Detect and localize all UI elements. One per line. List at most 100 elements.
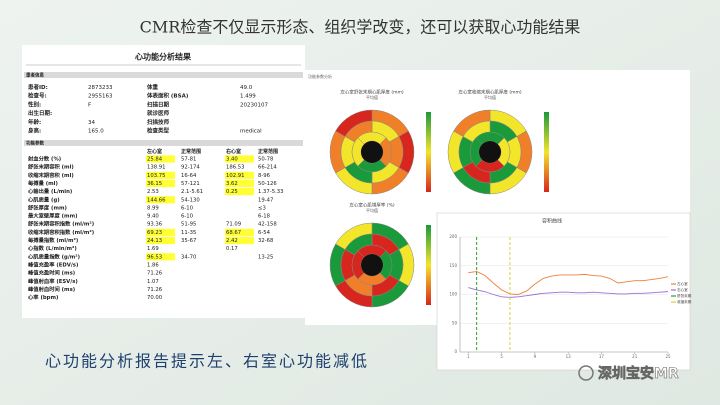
parameter-value: 0.25 — [226, 189, 238, 195]
section-bar — [24, 140, 303, 146]
parameter-value: 1.86 — [147, 262, 159, 268]
highlight — [146, 196, 175, 204]
parameter-value: 71.26 — [147, 271, 163, 277]
patient-cell: F — [88, 102, 91, 108]
parameter-label: 峰值射血率 (ESV/s) — [28, 277, 78, 285]
x-tick-label: 17 — [599, 354, 605, 359]
parameter-value: 2.42 — [226, 238, 238, 244]
parameter-label: 收缩末期容积 (ml) — [28, 171, 74, 179]
y-tick-label: 100 — [449, 292, 457, 297]
parameter-value: 35-67 — [181, 238, 196, 244]
parameter-label: 舒张末期容积指数 (ml/m²) — [28, 220, 94, 228]
patient-cell: 患者ID: — [28, 83, 48, 91]
slide-title: CMR检查不仅显示形态、组织学改变，还可以获取心功能结果 — [140, 18, 581, 37]
highlight — [225, 179, 254, 188]
highlight — [225, 228, 254, 236]
x-tick-label: 13 — [566, 354, 572, 359]
x-tick-label: 5 — [500, 354, 503, 359]
parameter-label: 峰值充盈时间 (ms) — [28, 269, 75, 277]
patient-cell: 身高: — [28, 127, 41, 135]
legend-label: 舒张末期 — [677, 293, 692, 298]
bullseye-center — [361, 254, 383, 276]
highlight — [225, 155, 254, 163]
x-tick-label: 21 — [632, 354, 638, 359]
colorbar — [426, 225, 431, 305]
x-tick-label: 9 — [534, 354, 537, 359]
x-tick-label: 25 — [665, 354, 671, 359]
patient-cell: 出生日期: — [28, 109, 52, 117]
patient-cell: 2955163 — [88, 94, 113, 100]
series-line — [468, 287, 669, 298]
parameter-value: 68.67 — [226, 230, 241, 236]
patient-cell: 扫描日期 — [147, 100, 170, 108]
bullseye-center — [361, 141, 383, 163]
x-tick-label: 1 — [467, 354, 470, 359]
parameter-value: 50-78 — [258, 157, 274, 163]
patient-cell: 1.499 — [240, 94, 256, 100]
bullseye-center — [479, 141, 501, 163]
highlight — [146, 171, 175, 179]
highlight — [225, 236, 254, 245]
patient-cell: 检查类型 — [147, 127, 170, 135]
patient-cell: 20230107 — [240, 102, 268, 108]
parameter-label: 心肌质量 (g) — [28, 195, 60, 203]
parameter-value: 19-47 — [258, 197, 273, 203]
highlight — [146, 236, 175, 245]
parameter-value: 25.84 — [147, 157, 163, 163]
bullseye-title: 左心室心肌增厚率 (%) — [349, 202, 394, 209]
parameter-value: 57-121 — [181, 181, 200, 187]
parameter-value: 16-64 — [181, 173, 197, 179]
parameter-label: 最大室壁厚度 (mm) — [28, 212, 78, 220]
parameter-value: ≤3 — [258, 205, 266, 211]
parameter-value: 8-96 — [258, 173, 271, 179]
bullseye-title: 左心室舒张末期心肌厚度 (mm) — [340, 89, 403, 96]
column-header: 右心室 — [225, 148, 241, 155]
parameter-value: 11-35 — [181, 230, 196, 236]
caption: 心功能分析报告提示左、右室心功能减低 — [45, 352, 369, 371]
panel-header: 功能参数分析 — [308, 73, 332, 79]
parameter-label: 每搏量指数 (ml/m²) — [28, 236, 78, 244]
highlight — [146, 253, 175, 261]
parameter-value: 6-10 — [181, 214, 194, 220]
patient-cell: 检查号: — [28, 92, 47, 100]
parameter-value: 2.1-5.61 — [181, 189, 203, 195]
patient-cell: 49.0 — [240, 85, 253, 91]
parameter-value: 34-70 — [181, 254, 197, 260]
parameter-value: 6-54 — [258, 230, 271, 236]
parameter-label: 峰值射血时间 (ms) — [28, 285, 75, 293]
parameter-value: 6-10 — [181, 205, 194, 211]
parameter-label: 射血分数 (%) — [27, 155, 61, 163]
parameter-value: 9.40 — [147, 214, 159, 220]
highlight — [146, 179, 175, 188]
highlight — [225, 171, 254, 179]
patient-cell: medical — [240, 129, 262, 135]
colorbar — [426, 112, 431, 192]
parameter-value: 3.40 — [226, 157, 238, 163]
parameter-value: 102.91 — [226, 173, 245, 179]
parameter-value: 42-158 — [258, 222, 277, 228]
chart-title: 容积曲线 — [542, 218, 562, 225]
parameter-value: 71.09 — [226, 222, 241, 228]
patient-cell: 性别: — [27, 100, 41, 108]
parameter-value: 96.53 — [147, 254, 162, 260]
parameter-value: 1.37-5.33 — [258, 189, 284, 195]
patient-cell: 2873233 — [88, 85, 113, 91]
patient-cell: 体表面积 (BSA) — [147, 92, 189, 100]
parameter-value: 69.23 — [147, 230, 162, 236]
parameter-value: 50-126 — [258, 181, 277, 187]
y-tick-label: 0 — [454, 349, 457, 354]
parameter-value: 6-18 — [258, 214, 271, 220]
highlight — [146, 228, 175, 236]
bullseye-subtitle: 平均值 — [484, 94, 496, 100]
patient-cell: 年龄: — [28, 118, 41, 126]
patient-cell: 体重 — [147, 83, 159, 91]
column-header: 正常范围 — [258, 148, 278, 155]
parameter-value: 70.00 — [147, 295, 163, 301]
column-header: 左心室 — [146, 148, 162, 155]
bullseye-title: 左心室收缩末期心肌厚度 (mm) — [458, 89, 521, 96]
parameter-value: 57-81 — [181, 157, 196, 163]
parameter-label: 舒张厚度 (mm) — [28, 203, 67, 211]
section-title: 功能参数 — [26, 140, 44, 147]
parameter-label: 心率 (bpm) — [28, 293, 58, 301]
